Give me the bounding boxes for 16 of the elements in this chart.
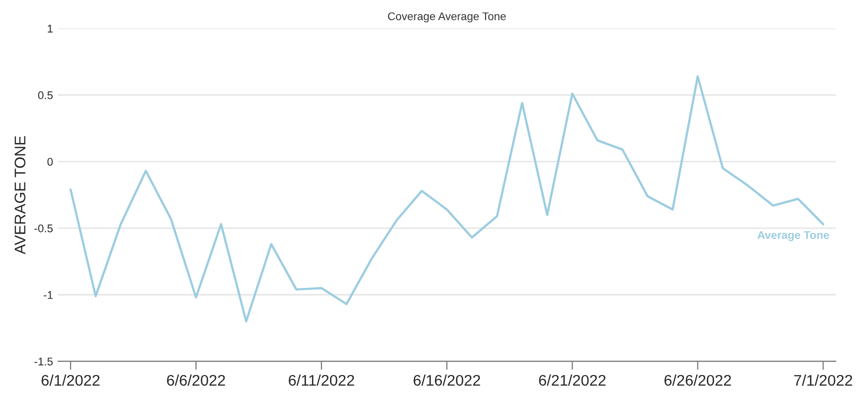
y-tick-label: -0.5 (34, 224, 53, 232)
y-tick-label: -1 (44, 291, 53, 299)
x-tick-label: 6/16/2022 (414, 374, 480, 386)
chart-title: Coverage Average Tone (388, 12, 506, 22)
x-tick-label: 7/1/2022 (794, 374, 852, 386)
y-tick-label: 0.5 (38, 91, 53, 100)
y-tick-label: -1.5 (34, 358, 53, 366)
x-tick-label: 6/1/2022 (42, 374, 100, 386)
x-tick-label: 6/11/2022 (288, 374, 354, 386)
y-tick-label: 0 (47, 158, 53, 166)
y-axis-title: AVERAGE TONE (14, 136, 26, 254)
series-label: Average Tone (757, 231, 830, 242)
x-tick-label: 6/6/2022 (167, 374, 225, 386)
x-tick-label: 6/26/2022 (664, 374, 731, 386)
x-tick-label: 6/21/2022 (539, 374, 606, 386)
y-tick-label: 1 (48, 24, 53, 32)
